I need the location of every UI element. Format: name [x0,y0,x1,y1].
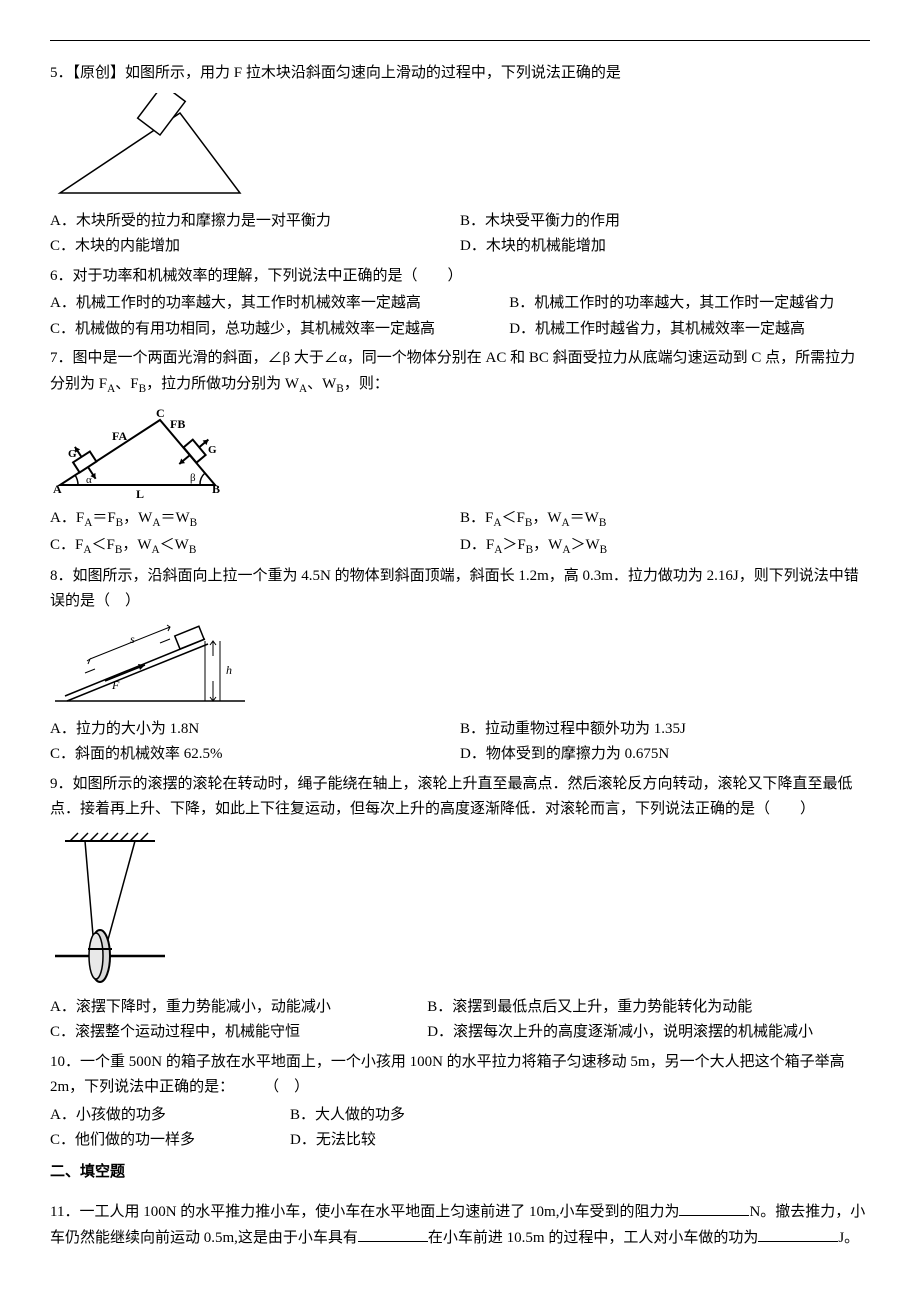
q7-t2: 、F [115,376,138,392]
q7-optD: D．FA＞FB，WA＞WB [460,533,870,560]
q11-t3: 在小车前进 10.5m 的过程中，工人对小车做的功为 [428,1230,758,1246]
lblH: h [226,663,232,677]
q9-optB: B．滚摆到最低点后又上升，重力势能转化为动能 [427,995,870,1021]
q10-optD: D．无法比较 [290,1128,530,1154]
q9-options: A．滚摆下降时，重力势能减小，动能减小 B．滚摆到最低点后又上升，重力势能转化为… [50,995,870,1046]
q8-figure: s F h [50,621,870,711]
top-rule [50,40,870,41]
q11-blank1 [679,1200,749,1216]
question-8: 8．如图所示，沿斜面向上拉一个重为 4.5N 的物体到斜面顶端，斜面长 1.2m… [50,564,870,768]
q7-subB1: B [139,383,147,395]
q5-options: A．木块所受的拉力和摩擦力是一对平衡力 B．木块受平衡力的作用 C．木块的内能增… [50,209,870,260]
pendulum-wheel-diagram [50,829,170,989]
q8-optA: A．拉力的大小为 1.8N [50,717,460,743]
lblFA: FA [112,429,127,443]
q5-optC: C．木块的内能增加 [50,234,460,260]
q6-options: A．机械工作时的功率越大，其工作时机械效率一定越高 B．机械工作时的功率越大，其… [50,291,870,342]
q8-options: A．拉力的大小为 1.8N B．拉动重物过程中额外功为 1.35J C．斜面的机… [50,717,870,768]
q5-optA: A．木块所受的拉力和摩擦力是一对平衡力 [50,209,460,235]
lblG2: G [208,444,217,456]
q11-blank2 [358,1226,428,1242]
q9-optC: C．滚摆整个运动过程中，机械能守恒 [50,1020,427,1046]
question-6: 6．对于功率和机械效率的理解，下列说法中正确的是（ ） A．机械工作时的功率越大… [50,264,870,343]
q9-figure [50,829,870,989]
lblBeta: β [190,472,196,484]
q5-optB: B．木块受平衡力的作用 [460,209,870,235]
q8-optD: D．物体受到的摩擦力为 0.675N [460,742,870,768]
q7-t4: 、W [307,376,336,392]
lblC: C [156,406,165,420]
section-2-header: 二、填空题 [50,1160,870,1186]
q5-text: 5．【原创】如图所示，用力 F 拉木块沿斜面匀速向上滑动的过程中，下列说法正确的… [50,61,870,87]
incline-pull-diagram: s F h [50,621,250,711]
q7-figure: A B C L FA FB G G α β [50,405,870,500]
q6-optA: A．机械工作时的功率越大，其工作时机械效率一定越高 [50,291,509,317]
q7-t5: ，则： [344,376,389,392]
q7-optB: B．FA＜FB，WA＝WB [460,506,870,533]
q10-optA: A．小孩做的功多 [50,1103,290,1129]
q7-options: A．FA＝FB，WA＝WB B．FA＜FB，WA＝WB C．FA＜FB，WA＜W… [50,506,870,560]
q10-optC: C．他们做的功一样多 [50,1128,290,1154]
q8-optB: B．拉动重物过程中额外功为 1.35J [460,717,870,743]
q6-text: 6．对于功率和机械效率的理解，下列说法中正确的是（ ） [50,264,870,290]
lblL: L [136,487,144,500]
q7-subA2: A [299,383,307,395]
q11-t4: J。 [838,1230,859,1246]
q6-optB: B．机械工作时的功率越大，其工作时一定越省力 [509,291,870,317]
lblG1: G [68,448,77,460]
q6-optC: C．机械做的有用功相同，总功越少，其机械效率一定越高 [50,317,509,343]
q11-blank3 [758,1226,838,1242]
q9-optD: D．滚摆每次上升的高度逐渐减小，说明滚摆的机械能减小 [427,1020,870,1046]
lblF: F [111,678,120,692]
q10-text: 10．一个重 500N 的箱子放在水平地面上，一个小孩用 100N 的水平拉力将… [50,1050,870,1101]
lblB: B [212,482,220,496]
q7-optA: A．FA＝FB，WA＝WB [50,506,460,533]
q5-optD: D．木块的机械能增加 [460,234,870,260]
q8-optC: C．斜面的机械效率 62.5% [50,742,460,768]
q11-text: 11．一工人用 100N 的水平推力推小车，使小车在水平地面上匀速前进了 10m… [50,1200,870,1251]
lblA: A [53,482,62,496]
question-9: 9．如图所示的滚摆的滚轮在转动时，绳子能绕在轴上，滚轮上升直至最高点．然后滚轮反… [50,772,870,1046]
lblFB: FB [170,417,185,431]
q7-optC: C．FA＜FB，WA＜WB [50,533,460,560]
question-11: 11．一工人用 100N 的水平推力推小车，使小车在水平地面上匀速前进了 10m… [50,1200,870,1251]
q9-optA: A．滚摆下降时，重力势能减小，动能减小 [50,995,427,1021]
question-7: 7．图中是一个两面光滑的斜面，∠β 大于∠α，同一个物体分别在 AC 和 BC … [50,346,870,560]
question-5: 5．【原创】如图所示，用力 F 拉木块沿斜面匀速向上滑动的过程中，下列说法正确的… [50,61,870,260]
q11-t1: 11．一工人用 100N 的水平推力推小车，使小车在水平地面上匀速前进了 10m… [50,1204,679,1220]
q10-optB: B．大人做的功多 [290,1103,530,1129]
double-incline-diagram: A B C L FA FB G G α β [50,405,230,500]
q5-figure [50,93,870,203]
q9-text: 9．如图所示的滚摆的滚轮在转动时，绳子能绕在轴上，滚轮上升直至最高点．然后滚轮反… [50,772,870,823]
lblS: s [130,632,135,646]
question-10: 10．一个重 500N 的箱子放在水平地面上，一个小孩用 100N 的水平拉力将… [50,1050,870,1154]
incline-block-diagram [50,93,250,203]
q10-options: A．小孩做的功多 B．大人做的功多 C．他们做的功一样多 D．无法比较 [50,1103,530,1154]
q7-subB2: B [336,383,344,395]
q8-text: 8．如图所示，沿斜面向上拉一个重为 4.5N 的物体到斜面顶端，斜面长 1.2m… [50,564,870,615]
lblAlpha: α [86,474,92,486]
q7-subA1: A [107,383,115,395]
q7-text: 7．图中是一个两面光滑的斜面，∠β 大于∠α，同一个物体分别在 AC 和 BC … [50,346,870,399]
q6-optD: D．机械工作时越省力，其机械效率一定越高 [509,317,870,343]
q7-t3: ，拉力所做功分别为 W [146,376,299,392]
